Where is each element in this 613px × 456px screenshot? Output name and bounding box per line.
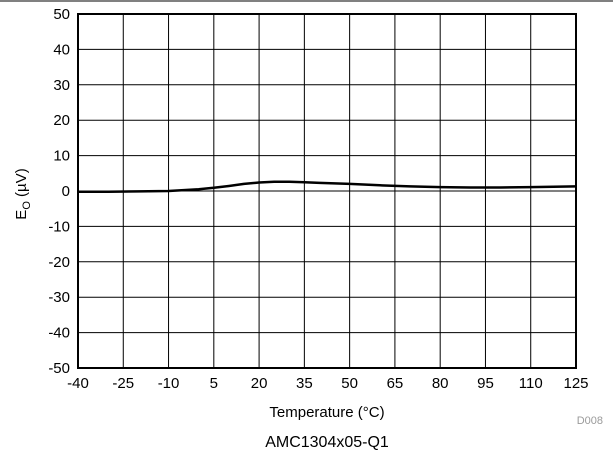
- x-tick-labels: -40 -25 -10 5 20 35 50 65 80 95 110 125: [67, 375, 588, 392]
- y-axis-label-main: E: [13, 210, 30, 220]
- y-tick-label: 10: [53, 148, 70, 165]
- x-tick-label: 125: [563, 375, 588, 392]
- y-tick-label: 30: [53, 77, 70, 94]
- x-tick-label: -10: [158, 375, 180, 392]
- x-tick-label: 80: [432, 375, 449, 392]
- y-tick-labels: 50 40 30 20 10 0 -10 -20 -30 -40 -50: [48, 6, 70, 377]
- x-tick-label: 50: [341, 375, 358, 392]
- x-tick-label: 20: [251, 375, 268, 392]
- x-tick-label: 65: [387, 375, 404, 392]
- y-tick-label: -30: [48, 289, 70, 306]
- x-tick-label: 95: [477, 375, 494, 392]
- y-tick-label: 0: [62, 183, 70, 200]
- x-tick-label: -25: [112, 375, 134, 392]
- y-axis-label-sub: O: [21, 201, 33, 210]
- chart-caption: AMC1304x05-Q1: [265, 434, 389, 451]
- y-tick-label: -40: [48, 325, 70, 342]
- y-tick-label: 20: [53, 112, 70, 129]
- plot-frame: [77, 13, 577, 369]
- x-tick-label: 35: [296, 375, 313, 392]
- y-axis-label: EO (µV): [13, 168, 33, 219]
- y-tick-label: 50: [53, 6, 70, 23]
- x-tick-label: 110: [519, 375, 543, 392]
- y-axis-label-unit: (µV): [13, 168, 30, 201]
- series-line: [78, 180, 577, 193]
- x-tick-label: -40: [67, 375, 89, 392]
- x-tick-label: 5: [210, 375, 218, 392]
- y-tick-label: -20: [48, 254, 70, 271]
- x-axis-label: Temperature (°C): [269, 404, 384, 421]
- y-tick-label: -50: [48, 360, 70, 377]
- series-group: [78, 180, 577, 193]
- figure-code: D008: [577, 415, 603, 427]
- y-tick-label: -10: [48, 218, 70, 235]
- y-tick-label: 40: [53, 41, 70, 58]
